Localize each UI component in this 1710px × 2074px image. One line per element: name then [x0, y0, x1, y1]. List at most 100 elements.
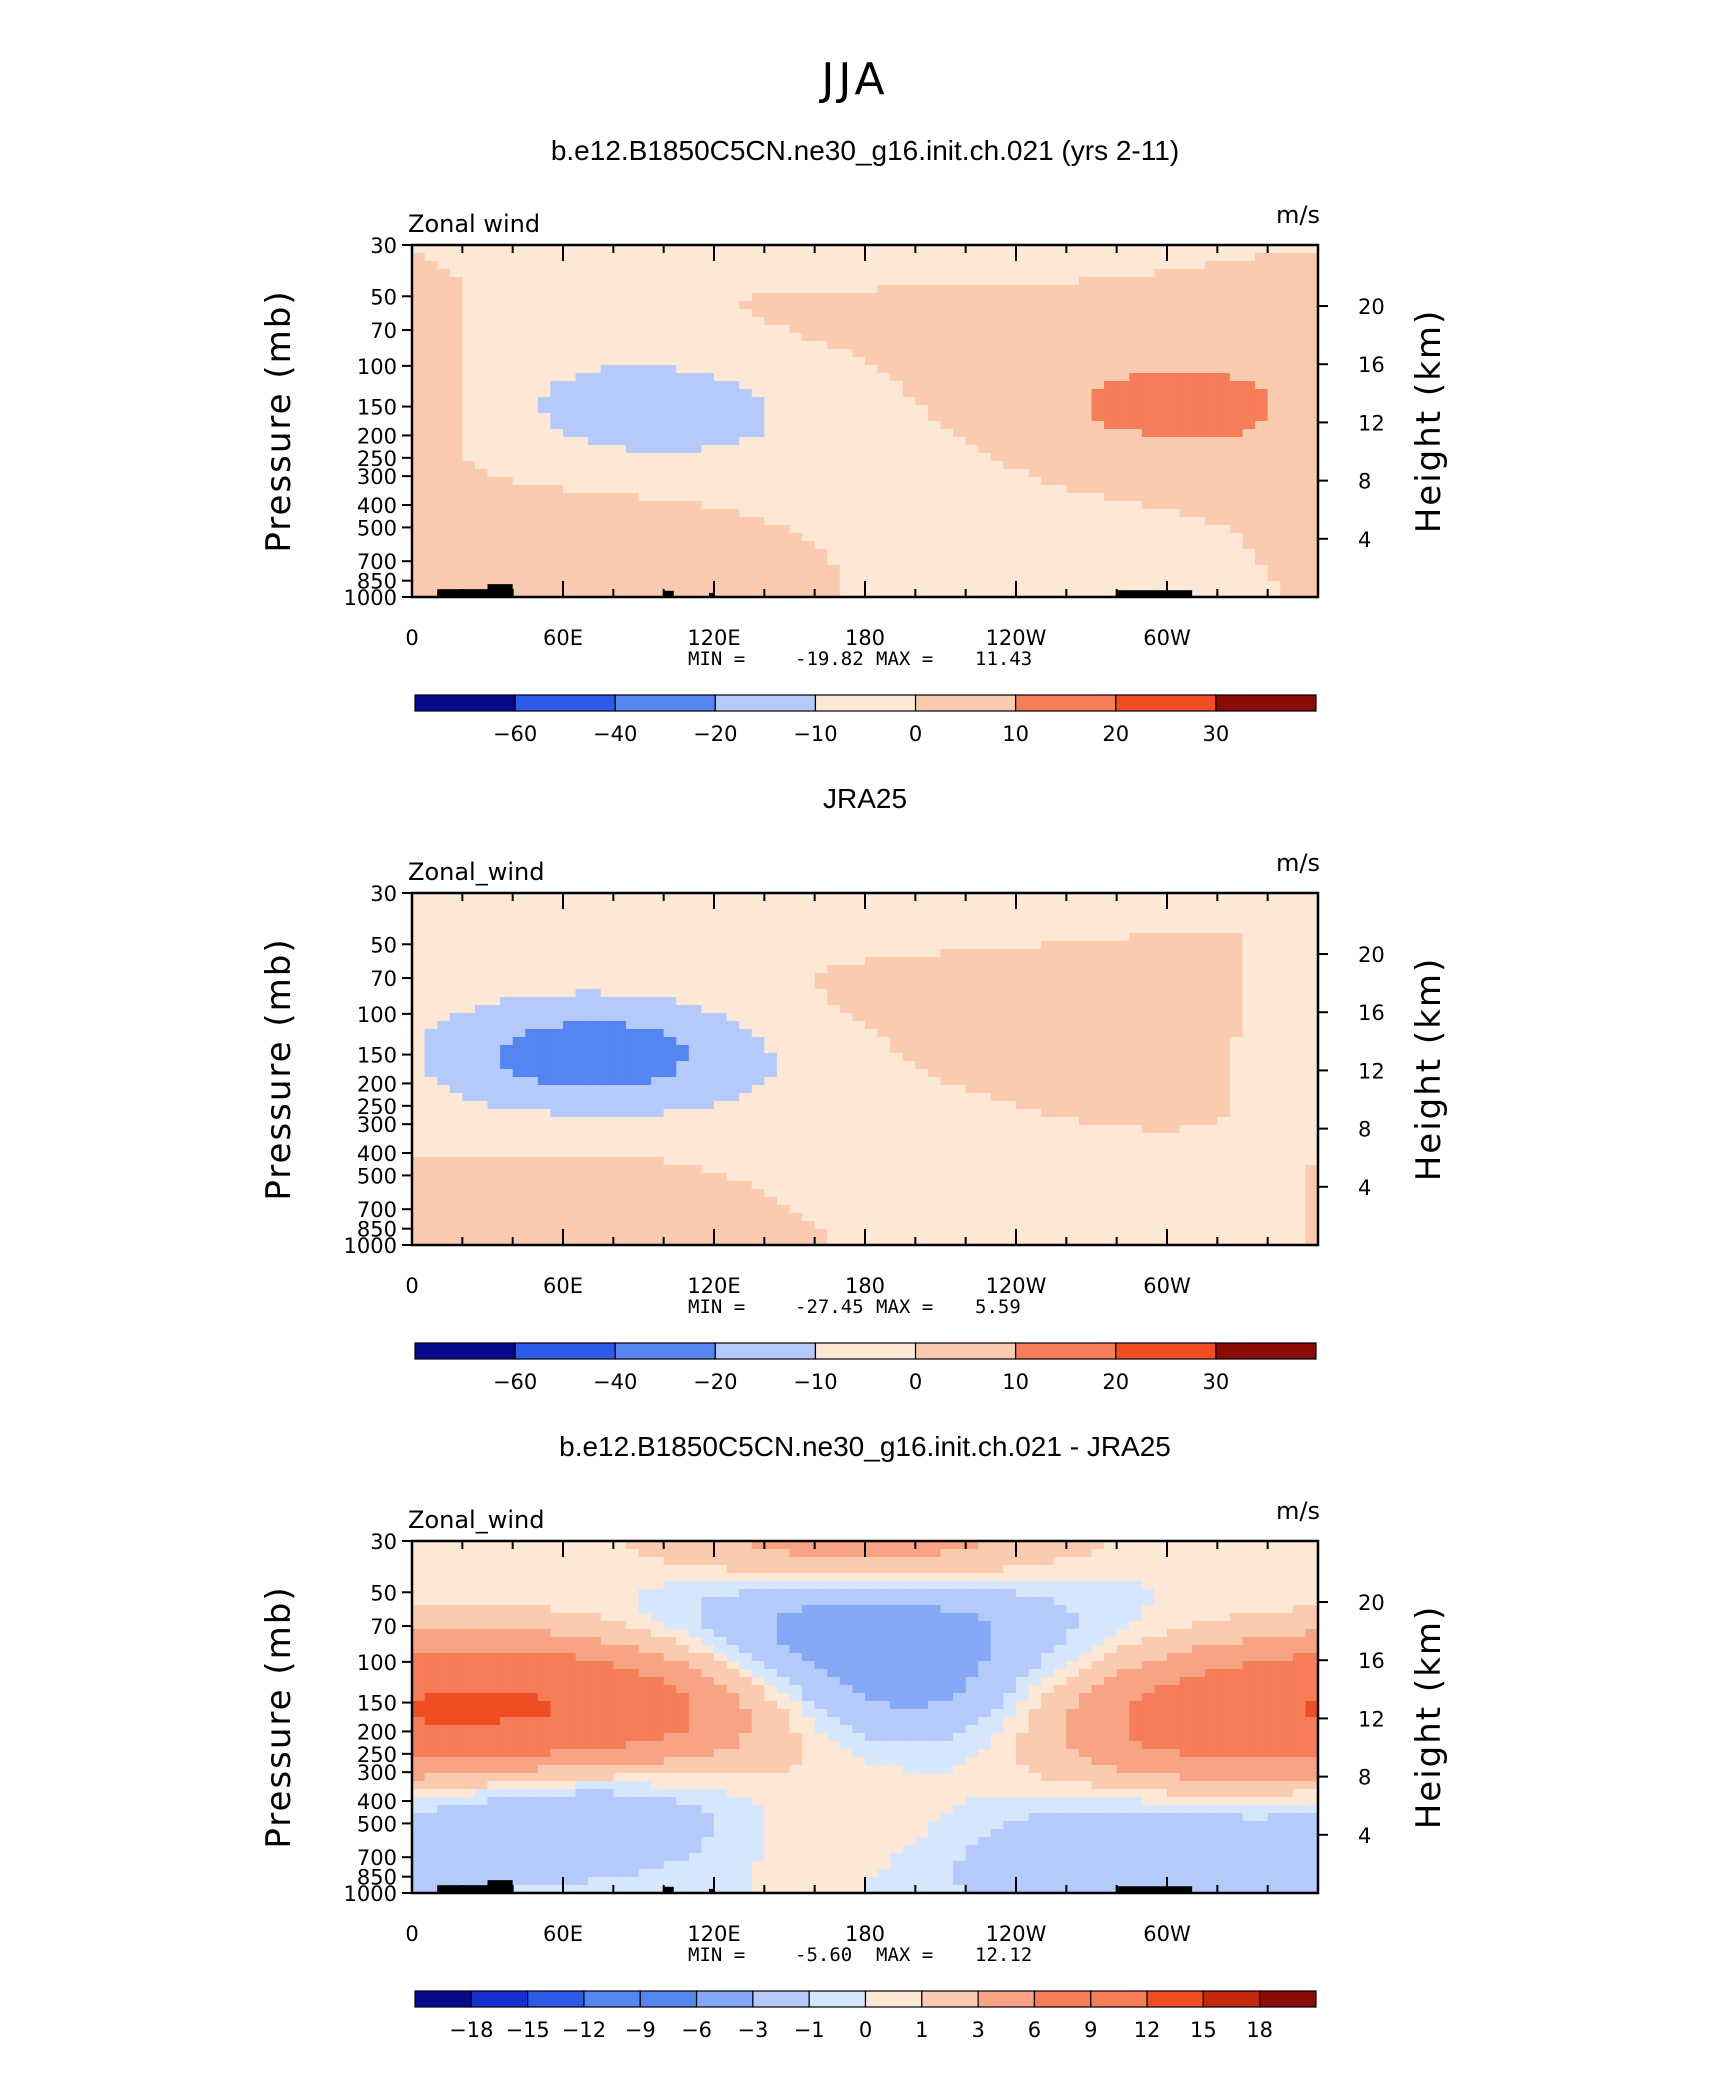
heatmap-cell — [500, 1117, 514, 1126]
heatmap-cell — [424, 957, 438, 966]
heatmap-cell — [424, 1117, 438, 1126]
heatmap-cell — [688, 277, 703, 286]
heatmap-cell — [1016, 501, 1030, 510]
heatmap-cell — [714, 1133, 728, 1142]
heatmap-cell — [600, 453, 614, 462]
heatmap-cell — [776, 477, 791, 486]
heatmap-cell — [802, 1237, 816, 1246]
heatmap-cell — [1305, 421, 1319, 430]
heatmap-cell — [1280, 253, 1294, 262]
heatmap-cell — [575, 381, 589, 390]
heatmap-cell — [600, 325, 614, 334]
heatmap-cell — [600, 461, 614, 470]
heatmap-cell — [1192, 429, 1206, 438]
heatmap-cell — [575, 533, 589, 542]
heatmap-cell — [865, 437, 879, 446]
heatmap-cell — [915, 365, 929, 374]
heatmap-cell — [726, 501, 740, 510]
heatmap-cell — [789, 957, 803, 966]
heatmap-cell — [1267, 245, 1281, 254]
heatmap-cell — [1091, 285, 1105, 294]
heatmap-cell — [600, 973, 614, 982]
heatmap-cell — [550, 533, 564, 542]
heatmap-cell — [1280, 245, 1294, 254]
heatmap-cell — [512, 269, 526, 278]
heatmap-cell — [776, 317, 791, 326]
heatmap-cell — [550, 1117, 564, 1126]
heatmap-cell — [1179, 277, 1193, 286]
heatmap-cell — [1242, 581, 1256, 590]
heatmap-cell — [714, 1085, 728, 1094]
heatmap-cell — [877, 389, 891, 398]
heatmap-cell — [512, 509, 526, 518]
heatmap-cell — [877, 893, 891, 902]
heatmap-cell — [714, 1061, 728, 1070]
heatmap-cell — [1267, 589, 1281, 598]
heatmap-cell — [1267, 373, 1281, 382]
heatmap-cell — [789, 1085, 803, 1094]
heatmap-cell — [474, 949, 489, 958]
heatmap-cell — [462, 1149, 476, 1158]
heatmap-cell — [1242, 549, 1256, 558]
heatmap-cell — [802, 965, 816, 974]
heatmap-cell — [676, 285, 690, 294]
heatmap-cell — [965, 437, 979, 446]
colorbar-box — [914, 694, 1017, 712]
heatmap-cell — [563, 1181, 577, 1190]
heatmap-cell — [651, 1237, 665, 1246]
heatmap-cell — [651, 1101, 665, 1110]
heatmap-cell — [651, 1205, 665, 1214]
heatmap-cell — [462, 1165, 476, 1174]
heatmap-cell — [512, 1061, 526, 1070]
heatmap-cell — [638, 997, 652, 1006]
heatmap-cell — [1141, 501, 1156, 510]
heatmap-cell — [1053, 333, 1067, 342]
heatmap-cell — [449, 1149, 463, 1158]
heatmap-cell — [449, 373, 463, 382]
heatmap-cell — [802, 557, 816, 566]
heatmap-cell — [1129, 389, 1143, 398]
heatmap-cell — [651, 1165, 665, 1174]
heatmap-cell — [575, 333, 589, 342]
heatmap-cell — [701, 413, 715, 422]
heatmap-cell — [827, 1197, 841, 1206]
heatmap-cell — [927, 285, 942, 294]
heatmap-cell — [714, 1005, 728, 1014]
heatmap-cell — [953, 397, 967, 406]
heatmap-cell — [714, 1053, 728, 1062]
heatmap-cell — [802, 1037, 816, 1046]
heatmap-cell — [575, 1133, 589, 1142]
heatmap-cell — [776, 445, 791, 454]
heatmap-cell — [688, 981, 703, 990]
heatmap-cell — [412, 1029, 426, 1038]
heatmap-cell — [563, 1021, 577, 1030]
heatmap-cell — [474, 1125, 489, 1134]
heatmap-cell — [1179, 381, 1193, 390]
heatmap-cell — [852, 925, 866, 934]
heatmap-cell — [512, 485, 526, 494]
heatmap-cell — [1204, 477, 1218, 486]
heatmap-cell — [764, 917, 778, 926]
heatmap-cell — [953, 365, 967, 374]
heatmap-cell — [839, 389, 854, 398]
heatmap-cell — [1003, 245, 1017, 254]
heatmap-cell — [1091, 581, 1105, 590]
heatmap-cell — [814, 1085, 828, 1094]
heatmap-cell — [412, 1053, 426, 1062]
heatmap-cell — [852, 957, 866, 966]
heatmap-cell — [965, 565, 979, 574]
heatmap-cell — [600, 1069, 614, 1078]
heatmap-cell — [739, 493, 753, 502]
heatmap-cell — [462, 517, 476, 526]
heatmap-cell — [550, 269, 564, 278]
heatmap-cell — [915, 581, 929, 590]
heatmap-cell — [437, 557, 451, 566]
heatmap-cell — [638, 573, 652, 582]
heatmap-cell — [588, 445, 602, 454]
heatmap-cell — [500, 453, 514, 462]
heatmap-cell — [965, 277, 979, 286]
heatmap-cell — [802, 541, 816, 550]
heatmap-cell — [1066, 461, 1080, 470]
heatmap-cell — [978, 301, 992, 310]
heatmap-cell — [474, 1229, 489, 1238]
